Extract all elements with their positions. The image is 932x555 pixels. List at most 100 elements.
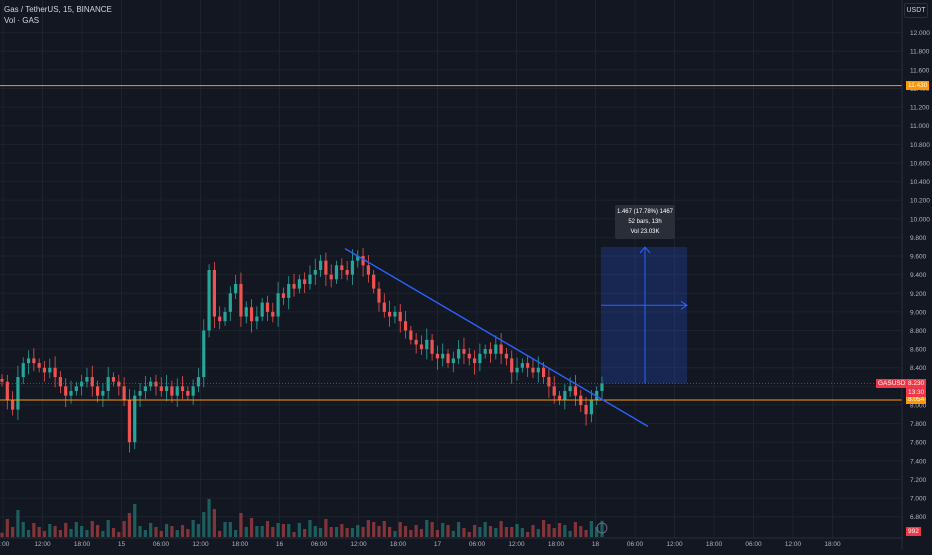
candle-body — [388, 311, 392, 317]
candle-body — [149, 381, 153, 387]
volume-bar — [271, 527, 275, 537]
candle-body — [159, 386, 163, 392]
grid — [0, 0, 902, 538]
volume-bar — [292, 532, 296, 537]
candle-body — [398, 311, 402, 322]
volume-bar — [95, 525, 100, 537]
volume-bar — [53, 526, 57, 537]
price-tick-label: 10.800 — [910, 142, 930, 149]
time-tick-label: 18 — [592, 541, 600, 548]
drawings — [344, 246, 688, 534]
volume-bar — [377, 526, 381, 537]
candle-body — [287, 283, 291, 298]
lightning-icon — [596, 522, 608, 534]
time-tick-label: 6:00 — [0, 541, 10, 548]
candle-body — [5, 381, 9, 401]
candle-body — [170, 386, 174, 396]
symbol-title[interactable]: Gas / TetherUS, 15, BINANCE — [4, 5, 112, 14]
candle-body — [403, 321, 408, 331]
candle-body — [547, 377, 551, 387]
volume-bar — [207, 499, 211, 537]
candle-body — [32, 358, 36, 364]
volume-bar — [462, 528, 466, 537]
price-tick-label: 9.600 — [910, 254, 927, 261]
candle-body — [334, 265, 339, 280]
price-tick-label: 8.800 — [910, 328, 927, 335]
candle-body — [494, 344, 498, 354]
candle-body — [568, 386, 572, 392]
candle-body — [377, 288, 381, 303]
volume-bar — [186, 529, 190, 537]
candle-body — [11, 400, 15, 410]
candle-body — [531, 367, 535, 373]
volume-bar — [552, 528, 556, 537]
volume-bar — [435, 530, 439, 537]
volume-bar — [21, 522, 25, 537]
volume-legend[interactable]: Vol · GAS — [4, 16, 40, 25]
candle-body — [520, 363, 524, 368]
volume-bar — [589, 521, 593, 537]
volume-bar — [398, 522, 402, 537]
candle-body — [361, 256, 365, 266]
time-tick-label: 12:00 — [785, 541, 802, 548]
candle-body — [324, 260, 328, 275]
time-tick-label: 06:00 — [311, 541, 328, 548]
currency-button[interactable]: USDT — [904, 3, 928, 18]
time-tick-label: 12:00 — [666, 541, 683, 548]
volume-bar — [218, 531, 222, 537]
candle-body — [488, 349, 493, 354]
candle-body — [111, 377, 116, 382]
volume-bar — [563, 525, 567, 537]
volume-bar — [531, 525, 535, 537]
price-tick-label: 11.800 — [910, 49, 930, 56]
volume-bar — [557, 523, 562, 537]
candle-body — [552, 386, 556, 396]
candle-body — [308, 274, 312, 284]
candle-body — [313, 270, 317, 275]
candle-body — [265, 302, 270, 312]
volume-bar — [334, 527, 339, 537]
time-tick-label: 12:00 — [350, 541, 367, 548]
candle-body — [382, 302, 386, 312]
volume-bar — [149, 523, 153, 537]
volume-bar — [573, 522, 578, 537]
volume-bar — [191, 520, 195, 537]
volume-bar — [409, 530, 413, 537]
price-tick-label: 8.600 — [910, 347, 927, 354]
volume-bar — [234, 530, 238, 537]
candle-body — [64, 386, 68, 396]
measure-bars: 52 bars, 13h — [628, 219, 662, 225]
volume-bar — [303, 529, 307, 537]
candle-body — [414, 339, 418, 345]
volume-bar — [403, 526, 408, 537]
volume-bar — [494, 528, 498, 537]
candle-body — [133, 395, 137, 443]
candle-body — [260, 302, 264, 317]
volume-bar — [16, 510, 20, 537]
price-tick-label: 10.200 — [910, 198, 930, 205]
candle-body — [297, 279, 301, 289]
volume-bar — [329, 527, 333, 537]
candle-body — [239, 283, 243, 317]
candle-body — [457, 349, 461, 359]
candle-body — [58, 377, 63, 387]
trendline — [344, 247, 649, 427]
candle-body — [366, 265, 370, 275]
volume-bar — [457, 522, 461, 537]
candle-body — [122, 386, 126, 401]
price-tick-label: 7.000 — [910, 496, 927, 503]
candle-body — [80, 381, 84, 387]
candle-body — [16, 377, 20, 410]
price-tick-label: 9.400 — [910, 272, 927, 279]
time-tick-label: 12:00 — [192, 541, 209, 548]
candle-body — [557, 395, 562, 401]
time-tick-label: 18:00 — [232, 541, 249, 548]
volume-bar — [388, 527, 392, 537]
volume-bar — [117, 532, 121, 537]
candle-body — [85, 377, 89, 382]
volume-bar — [154, 527, 158, 537]
price-tick-label: 10.600 — [910, 160, 930, 167]
volume-bar — [441, 523, 445, 537]
